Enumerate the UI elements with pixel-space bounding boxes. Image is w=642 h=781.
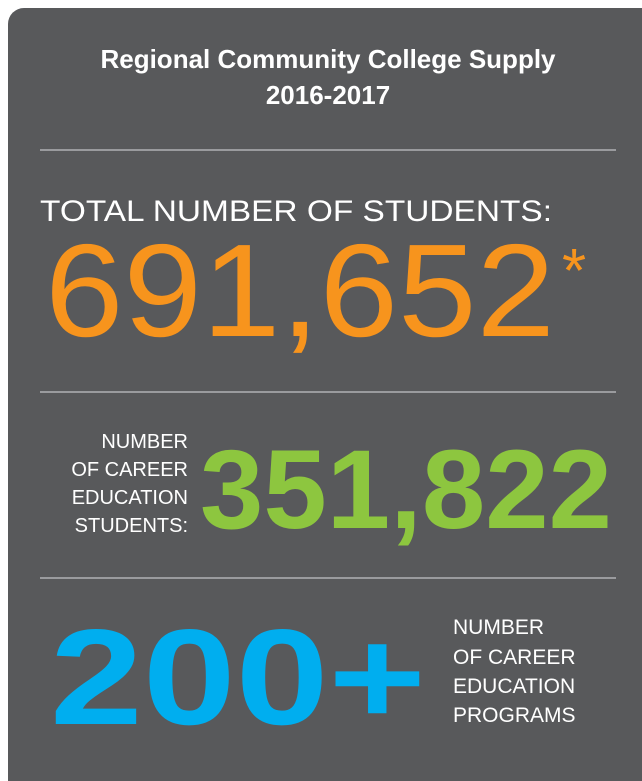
label-line: NUMBER bbox=[453, 616, 544, 639]
title: Regional Community College Supply bbox=[100, 44, 556, 74]
label-line: EDUCATION bbox=[453, 675, 575, 698]
stat-value: 351,822 bbox=[200, 427, 612, 552]
label-line: NUMBER bbox=[101, 431, 188, 453]
label-line: OF CAREER bbox=[71, 459, 188, 481]
card bbox=[8, 8, 642, 781]
stat-label: TOTAL NUMBER OF STUDENTS: bbox=[40, 195, 552, 228]
stat-value: 200+ bbox=[50, 601, 426, 753]
label-line: OF CAREER bbox=[453, 646, 576, 669]
stat-note: * bbox=[562, 237, 586, 306]
label-line: STUDENTS: bbox=[75, 515, 188, 537]
label-line: EDUCATION bbox=[72, 487, 188, 509]
stat-value: 691,652 bbox=[45, 217, 555, 364]
label-line: PROGRAMS bbox=[453, 704, 576, 727]
subtitle: 2016-2017 bbox=[266, 80, 390, 110]
stat-label: NUMBER OF CAREER EDUCATION PROGRAMS bbox=[453, 616, 576, 727]
stat-label: NUMBER OF CAREER EDUCATION STUDENTS: bbox=[71, 431, 188, 537]
